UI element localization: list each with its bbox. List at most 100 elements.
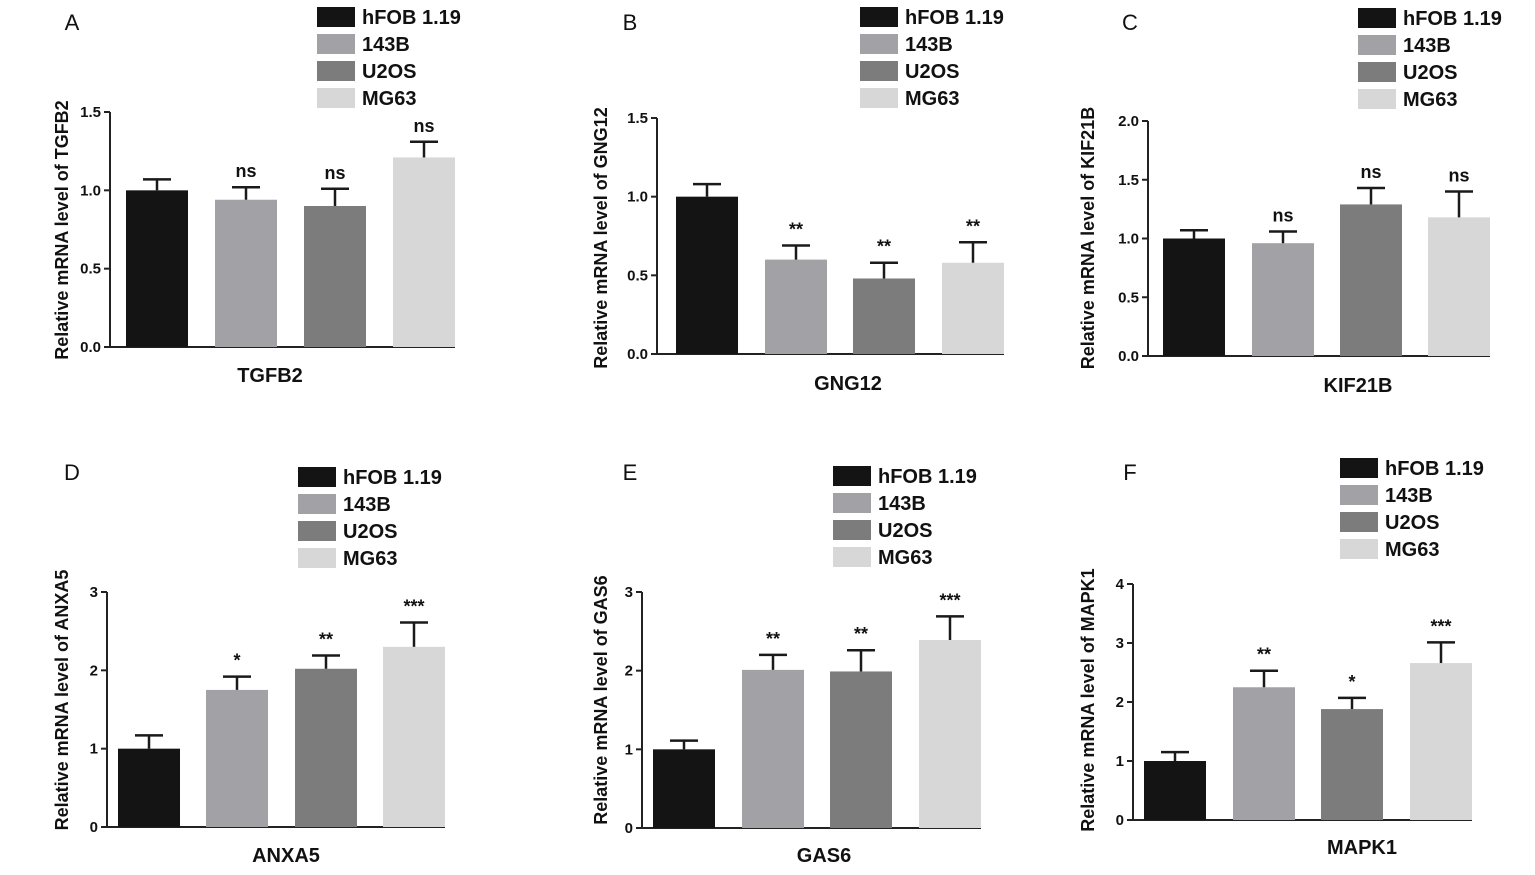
legend-swatch-2	[1340, 512, 1378, 532]
bar-2	[304, 206, 366, 347]
legend-label: hFOB 1.19	[905, 7, 1004, 29]
legend-swatch-1	[833, 493, 871, 513]
legend-label: hFOB 1.19	[1385, 458, 1484, 480]
legend-label: MG63	[362, 88, 416, 110]
bar-3	[383, 646, 445, 827]
significance-label: ***	[939, 590, 960, 610]
y-tick-label: 0.5	[80, 261, 101, 278]
y-tick-label: 2	[90, 662, 98, 679]
x-axis-label: KIF21B	[1324, 375, 1393, 397]
y-tick-label: 0.0	[1118, 348, 1139, 365]
bar-1	[215, 199, 277, 347]
legend-swatch-2	[833, 520, 871, 540]
panel-letter: E	[623, 460, 638, 485]
x-axis-label: GNG12	[814, 373, 882, 395]
y-tick-label: 1	[625, 741, 633, 758]
legend-label: MG63	[343, 548, 397, 570]
bar-0	[653, 749, 715, 828]
y-tick-label: 3	[90, 584, 98, 601]
legend-swatch-1	[1340, 485, 1378, 505]
y-axis-label: Relative mRNA level of TGFB2	[52, 100, 72, 359]
legend-label: U2OS	[905, 61, 959, 83]
bar-0	[126, 190, 188, 347]
bar-3	[1428, 217, 1490, 356]
bar-1	[1233, 687, 1295, 820]
y-axis-label: Relative mRNA level of GAS6	[591, 575, 611, 824]
legend-swatch-3	[317, 88, 355, 108]
bar-2	[1340, 204, 1402, 356]
significance-label: **	[766, 629, 780, 649]
bar-3	[393, 157, 455, 347]
y-tick-label: 0	[625, 820, 633, 837]
legend-label: hFOB 1.19	[343, 467, 442, 489]
significance-label: **	[1257, 645, 1271, 665]
y-tick-label: 0.0	[80, 339, 101, 356]
y-tick-label: 1.0	[80, 182, 101, 199]
bar-3	[919, 639, 981, 828]
y-tick-label: 1	[90, 741, 98, 758]
bar-1	[1252, 243, 1314, 356]
legend-label: U2OS	[878, 520, 932, 542]
bar-1	[765, 259, 827, 354]
legend-swatch-1	[860, 34, 898, 54]
panel-letter: D	[64, 460, 80, 485]
x-axis-label: TGFB2	[237, 365, 303, 387]
significance-label: **	[966, 216, 980, 236]
legend-swatch-3	[1340, 539, 1378, 559]
significance-label: ns	[324, 163, 345, 183]
legend-label: 143B	[343, 494, 391, 516]
significance-label: ns	[1448, 166, 1469, 186]
y-tick-label: 1.5	[1118, 172, 1139, 189]
legend-swatch-3	[298, 548, 336, 568]
legend-label: U2OS	[343, 521, 397, 543]
legend-swatch-3	[1358, 89, 1396, 109]
y-tick-label: 4	[1116, 576, 1125, 593]
legend-label: MG63	[1385, 539, 1439, 561]
y-tick-label: 1	[1116, 753, 1124, 770]
bar-0	[118, 748, 180, 827]
legend-swatch-2	[298, 521, 336, 541]
x-axis-label: ANXA5	[252, 845, 320, 867]
y-axis-label: Relative mRNA level of MAPK1	[1078, 568, 1098, 831]
legend-label: U2OS	[1403, 62, 1457, 84]
significance-label: **	[877, 237, 891, 257]
legend-swatch-0	[833, 466, 871, 486]
legend-swatch-0	[298, 467, 336, 487]
y-tick-label: 2.0	[1118, 113, 1139, 130]
legend-label: MG63	[1403, 89, 1457, 111]
legend-swatch-2	[860, 61, 898, 81]
y-tick-label: 1.0	[1118, 231, 1139, 248]
legend-swatch-3	[860, 88, 898, 108]
legend-label: MG63	[905, 88, 959, 110]
y-tick-label: 1.5	[80, 104, 101, 121]
y-axis-label: Relative mRNA level of KIF21B	[1078, 107, 1098, 369]
bar-0	[1144, 761, 1206, 820]
bar-0	[1163, 238, 1225, 356]
significance-label: ***	[1430, 616, 1451, 636]
legend-swatch-1	[298, 494, 336, 514]
panel-letter: B	[623, 10, 638, 35]
legend-label: U2OS	[1385, 512, 1439, 534]
bar-0	[676, 196, 738, 354]
significance-label: ns	[235, 161, 256, 181]
significance-label: **	[789, 219, 803, 239]
bar-2	[830, 671, 892, 828]
legend-label: hFOB 1.19	[1403, 8, 1502, 30]
bar-1	[742, 669, 804, 828]
legend-swatch-0	[317, 7, 355, 27]
bar-3	[1410, 663, 1472, 820]
legend-swatch-0	[1358, 8, 1396, 28]
y-tick-label: 0	[1116, 812, 1124, 829]
legend-label: 143B	[1403, 35, 1451, 57]
x-axis-label: MAPK1	[1327, 837, 1397, 859]
legend-label: 143B	[878, 493, 926, 515]
y-axis-label: Relative mRNA level of GNG12	[591, 107, 611, 368]
legend-swatch-3	[833, 547, 871, 567]
legend-label: 143B	[362, 34, 410, 56]
